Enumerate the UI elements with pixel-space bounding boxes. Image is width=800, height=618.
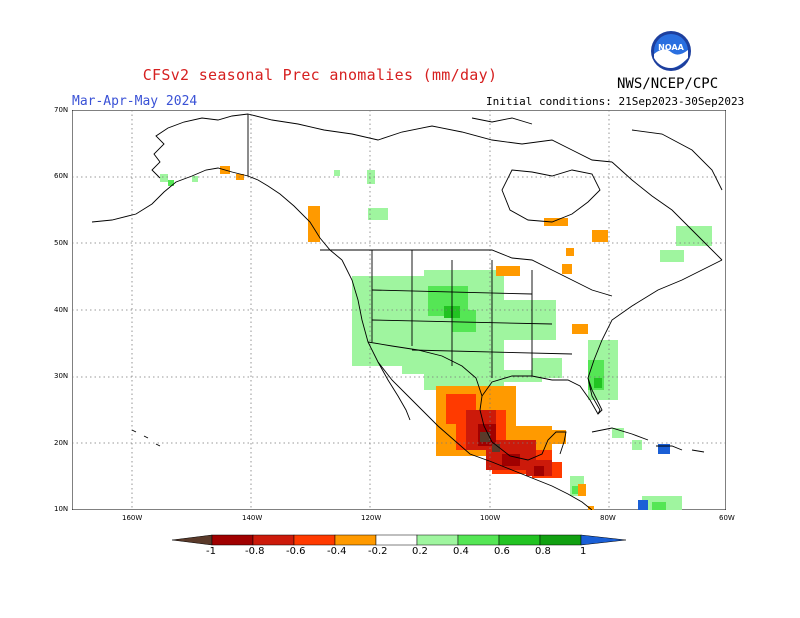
colorbar-label--0.6: -0.6 [286,546,306,557]
lat-label-10n: 10N [54,505,69,513]
colorbar-label--0.8: -0.8 [245,546,265,557]
lat-label-40n: 40N [54,306,69,314]
initial-conditions-label: Initial conditions: 21Sep2023-30Sep2023 [486,95,745,108]
colorbar-box-2 [252,534,295,546]
colorbar-box-5 [375,534,418,546]
graticule [72,110,726,510]
season-label: Mar-Apr-May 2024 [72,94,198,109]
colorbar-box-4 [334,534,377,546]
noaa-logo-text: NOAA [658,43,684,52]
lat-label-20n: 20N [54,439,69,447]
colorbar-label-1: 1 [580,546,587,557]
lon-label-120w: 120W [361,514,382,522]
colorbar-label--0.4: -0.4 [327,546,347,557]
colorbar-label-0.2: 0.2 [412,546,428,557]
colorbar [172,534,626,546]
lon-label-100w: 100W [480,514,501,522]
colorbar-label-0.6: 0.6 [494,546,510,557]
agency-label: NWS/NCEP/CPC [617,76,719,92]
colorbar-box-6 [416,534,459,546]
colorbar-left-arrow [172,534,213,546]
coastlines [91,113,723,510]
colorbar-label-0.4: 0.4 [453,546,469,557]
lon-label-160w: 160W [122,514,143,522]
colorbar-label--1: -1 [206,546,216,557]
lat-label-50n: 50N [54,239,69,247]
lat-label-70n: 70N [54,106,69,114]
colorbar-label-0.8: 0.8 [535,546,551,557]
lon-label-60w: 60W [719,514,735,522]
lat-label-30n: 30N [54,372,69,380]
colorbar-box-7 [457,534,500,546]
lon-label-140w: 140W [242,514,263,522]
lon-label-80w: 80W [600,514,616,522]
colorbar-right-arrow [580,534,626,546]
lat-label-60n: 60N [54,172,69,180]
chart-title: CFSv2 seasonal Prec anomalies (mm/day) [142,66,498,84]
colorbar-box-3 [293,534,336,546]
precip-anomaly-map [72,110,726,510]
noaa-logo-icon: NOAA [651,31,691,71]
colorbar-label--0.2: -0.2 [368,546,388,557]
colorbar-box-8 [498,534,541,546]
colorbar-box-1 [211,534,254,546]
colorbar-box-9 [539,534,582,546]
